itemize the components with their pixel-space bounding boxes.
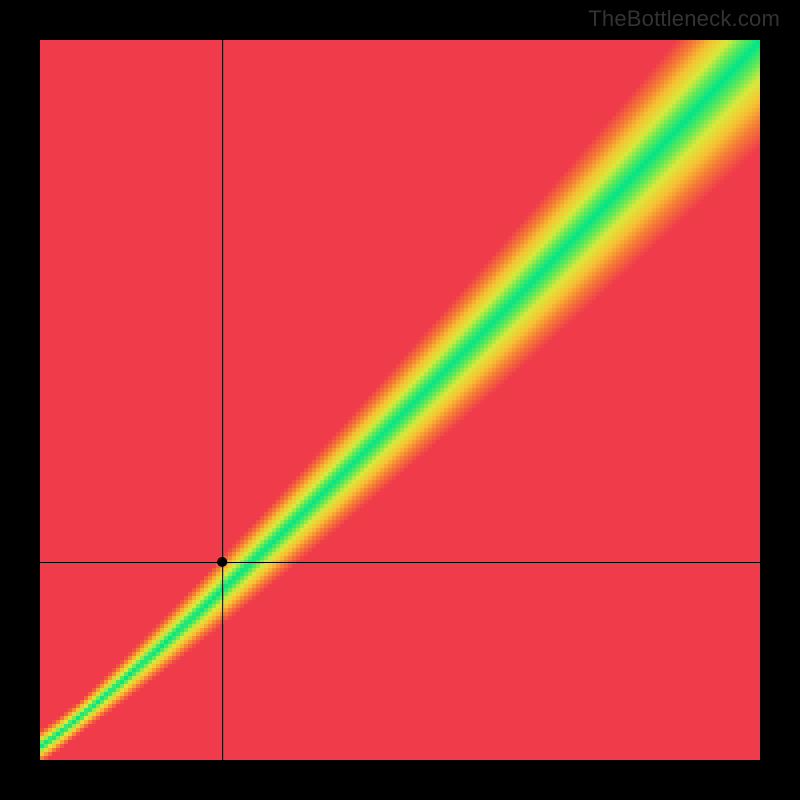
heatmap-canvas [40,40,760,760]
heatmap-plot [40,40,760,760]
watermark-text: TheBottleneck.com [588,6,780,32]
